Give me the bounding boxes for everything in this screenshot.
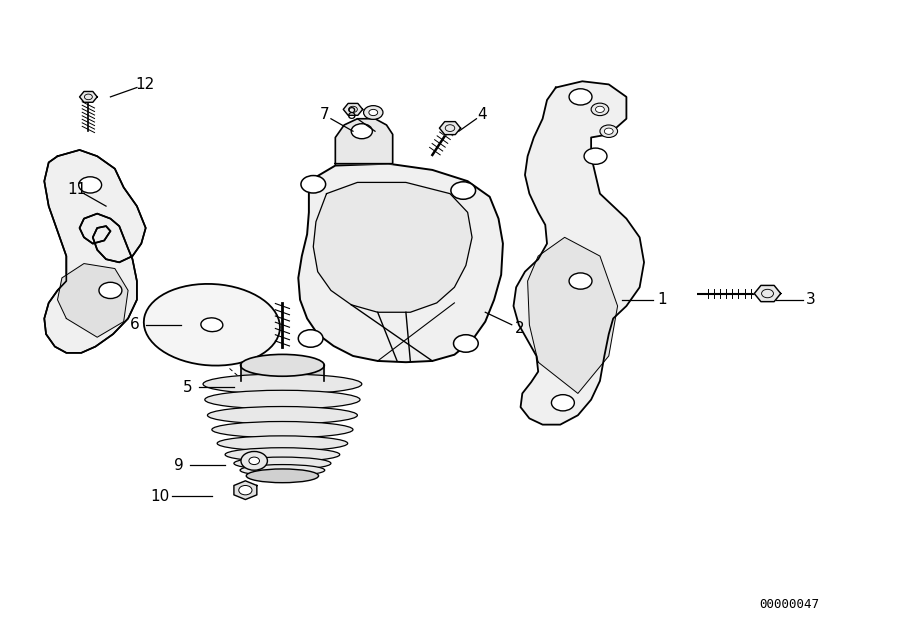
Circle shape xyxy=(584,148,607,164)
Ellipse shape xyxy=(217,436,347,451)
Polygon shape xyxy=(58,264,128,337)
Circle shape xyxy=(552,395,574,411)
Ellipse shape xyxy=(240,354,324,376)
Text: 7: 7 xyxy=(320,108,329,122)
Text: 11: 11 xyxy=(68,182,87,197)
Ellipse shape xyxy=(240,464,325,476)
Text: 6: 6 xyxy=(130,317,140,333)
Ellipse shape xyxy=(201,318,223,332)
Polygon shape xyxy=(514,82,644,425)
Circle shape xyxy=(241,452,267,470)
Polygon shape xyxy=(298,164,503,362)
Circle shape xyxy=(99,282,122,299)
Polygon shape xyxy=(439,122,461,134)
Circle shape xyxy=(351,124,373,139)
Polygon shape xyxy=(527,238,617,394)
Circle shape xyxy=(301,176,326,193)
Polygon shape xyxy=(44,150,146,353)
Ellipse shape xyxy=(234,457,331,469)
Polygon shape xyxy=(336,118,392,164)
Polygon shape xyxy=(343,103,363,115)
Ellipse shape xyxy=(207,406,357,424)
Circle shape xyxy=(369,110,378,116)
Circle shape xyxy=(605,128,613,134)
Circle shape xyxy=(249,457,259,464)
Circle shape xyxy=(569,273,592,289)
Polygon shape xyxy=(754,285,781,302)
Ellipse shape xyxy=(144,284,280,366)
Ellipse shape xyxy=(247,469,319,483)
Circle shape xyxy=(298,330,323,347)
Polygon shape xyxy=(313,182,472,312)
Text: 1: 1 xyxy=(657,292,667,307)
Circle shape xyxy=(569,89,592,105)
Text: 4: 4 xyxy=(477,108,487,122)
Text: 8: 8 xyxy=(347,108,357,122)
Circle shape xyxy=(600,125,617,138)
Polygon shape xyxy=(234,481,256,499)
Circle shape xyxy=(596,106,605,113)
Ellipse shape xyxy=(212,422,353,438)
Circle shape xyxy=(591,103,608,116)
Circle shape xyxy=(364,106,383,119)
Text: 00000047: 00000047 xyxy=(760,598,820,611)
Text: 3: 3 xyxy=(806,292,815,307)
Text: 2: 2 xyxy=(515,321,525,336)
Circle shape xyxy=(238,485,252,495)
Ellipse shape xyxy=(203,374,362,394)
Text: 9: 9 xyxy=(175,458,184,473)
Polygon shape xyxy=(79,92,97,103)
Ellipse shape xyxy=(205,390,360,409)
Text: 12: 12 xyxy=(135,77,155,92)
Circle shape xyxy=(78,177,102,193)
Circle shape xyxy=(451,182,475,199)
Text: 10: 10 xyxy=(150,489,170,504)
Text: 5: 5 xyxy=(184,380,193,395)
Circle shape xyxy=(454,334,478,352)
Ellipse shape xyxy=(225,448,340,461)
Polygon shape xyxy=(240,365,324,381)
